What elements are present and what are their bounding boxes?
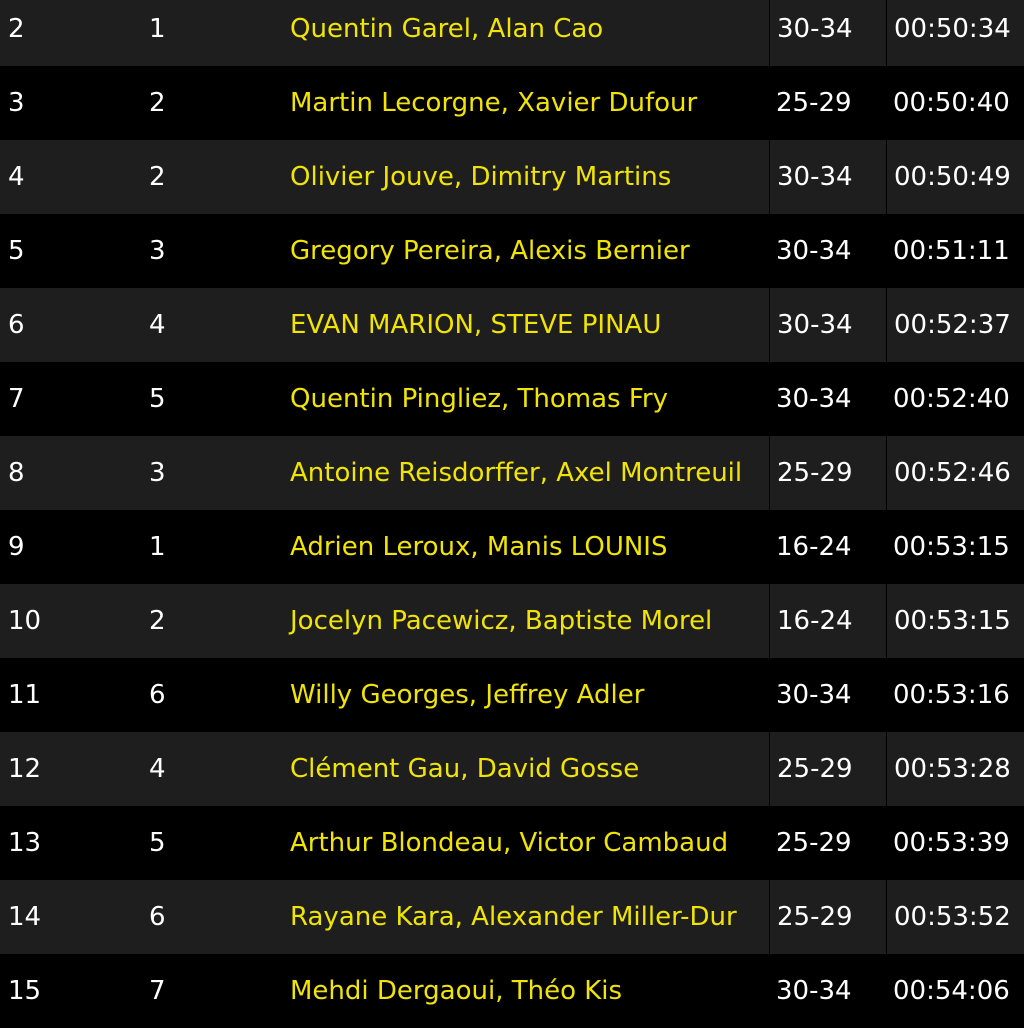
age-group-cell: 25-29 [776,828,852,858]
age-group-cell: 25-29 [769,880,886,954]
category-rank-cell: 3 [149,458,166,488]
position-cell: 7 [8,384,25,414]
category-rank-cell: 2 [149,162,166,192]
category-rank-cell: 4 [149,754,166,784]
table-row[interactable]: 15 7 Mehdi Dergaoui, Théo Kis 30-34 00:54:06 [0,954,1024,1028]
time-cell: 00:52:46 [886,436,1024,510]
age-group-cell: 30-34 [776,236,852,266]
time-cell: 00:50:49 [886,140,1024,214]
time-cell: 00:50:34 [886,0,1024,66]
time-cell: 00:51:11 [893,236,1010,266]
time-cell: 00:53:15 [886,584,1024,658]
category-rank-cell: 1 [149,532,166,562]
position-cell: 12 [8,754,42,784]
table-row[interactable]: 5 3 Gregory Pereira, Alexis Bernier 30-34 00… [0,214,1024,288]
team-names-cell: Quentin Garel, Alan Cao [290,14,604,44]
age-group-cell: 16-24 [776,532,852,562]
position-cell: 6 [8,310,25,340]
table-row[interactable]: 10 2 Jocelyn Pacewicz, Baptiste Morel 16-24… [0,584,1024,658]
age-group-cell: 16-24 [769,584,886,658]
time-cell: 00:53:39 [893,828,1010,858]
position-cell: 10 [8,606,42,636]
age-group-cell: 30-34 [776,384,852,414]
time-cell: 00:52:37 [886,288,1024,362]
category-rank-cell: 3 [149,236,166,266]
team-names-cell: Jocelyn Pacewicz, Baptiste Morel [290,606,713,636]
position-cell: 5 [8,236,25,266]
team-names-cell: Clément Gau, David Gosse [290,754,640,784]
table-row[interactable]: 4 2 Olivier Jouve, Dimitry Martins 30-34 00:… [0,140,1024,214]
position-cell: 9 [8,532,25,562]
team-names-cell: Olivier Jouve, Dimitry Martins [290,162,672,192]
team-names-cell: Arthur Blondeau, Victor Cambaud [290,828,729,858]
time-cell: 00:53:28 [886,732,1024,806]
position-cell: 4 [8,162,25,192]
table-row[interactable]: 11 6 Willy Georges, Jeffrey Adler 30-34 00:5… [0,658,1024,732]
position-cell: 11 [8,680,42,710]
age-group-cell: 30-34 [776,680,852,710]
age-group-cell: 25-29 [769,436,886,510]
category-rank-cell: 4 [149,310,166,340]
team-names-cell: EVAN MARION, STEVE PINAU [290,310,662,340]
team-names-cell: Antoine Reisdorffer, Axel Montreuil [290,458,743,488]
team-names-cell: Mehdi Dergaoui, Théo Kis [290,976,623,1006]
position-cell: 13 [8,828,42,858]
age-group-cell: 25-29 [769,732,886,806]
team-names-cell: Adrien Leroux, Manis LOUNIS [290,532,668,562]
time-cell: 00:54:06 [893,976,1010,1006]
table-row[interactable]: 9 1 Adrien Leroux, Manis LOUNIS 16-24 00:53:… [0,510,1024,584]
table-row[interactable]: 14 6 Rayane Kara, Alexander Miller-Dur 25-2… [0,880,1024,954]
table-row[interactable]: 13 5 Arthur Blondeau, Victor Cambaud 25-29 0… [0,806,1024,880]
table-row[interactable]: 2 1 Quentin Garel, Alan Cao 30-34 00:50:34 [0,0,1024,66]
category-rank-cell: 5 [149,828,166,858]
time-cell: 00:53:16 [893,680,1010,710]
table-row[interactable]: 7 5 Quentin Pingliez, Thomas Fry 30-34 00:52… [0,362,1024,436]
category-rank-cell: 6 [149,680,166,710]
team-names-cell: Rayane Kara, Alexander Miller-Dur [290,902,737,932]
category-rank-cell: 6 [149,902,166,932]
position-cell: 2 [8,14,25,44]
team-names-cell: Martin Lecorgne, Xavier Dufour [290,88,698,118]
team-names-cell: Quentin Pingliez, Thomas Fry [290,384,668,414]
position-cell: 14 [8,902,42,932]
table-row[interactable]: 8 3 Antoine Reisdorffer, Axel Montreuil 25-… [0,436,1024,510]
table-row[interactable]: 3 2 Martin Lecorgne, Xavier Dufour 25-29 00:… [0,66,1024,140]
age-group-cell: 25-29 [776,88,852,118]
table-row[interactable]: 6 4 EVAN MARION, STEVE PINAU 30-34 00:52:37 [0,288,1024,362]
time-cell: 00:53:52 [886,880,1024,954]
category-rank-cell: 2 [149,606,166,636]
category-rank-cell: 1 [149,14,166,44]
position-cell: 8 [8,458,25,488]
category-rank-cell: 5 [149,384,166,414]
category-rank-cell: 2 [149,88,166,118]
time-cell: 00:52:40 [893,384,1010,414]
position-cell: 15 [8,976,42,1006]
team-names-cell: Gregory Pereira, Alexis Bernier [290,236,690,266]
position-cell: 3 [8,88,25,118]
table-row[interactable]: 12 4 Clément Gau, David Gosse 25-29 00:53:28 [0,732,1024,806]
age-group-cell: 30-34 [769,0,886,66]
time-cell: 00:53:15 [893,532,1010,562]
age-group-cell: 30-34 [769,140,886,214]
age-group-cell: 30-34 [769,288,886,362]
category-rank-cell: 7 [149,976,166,1006]
time-cell: 00:50:40 [893,88,1010,118]
team-names-cell: Willy Georges, Jeffrey Adler [290,680,645,710]
age-group-cell: 30-34 [776,976,852,1006]
